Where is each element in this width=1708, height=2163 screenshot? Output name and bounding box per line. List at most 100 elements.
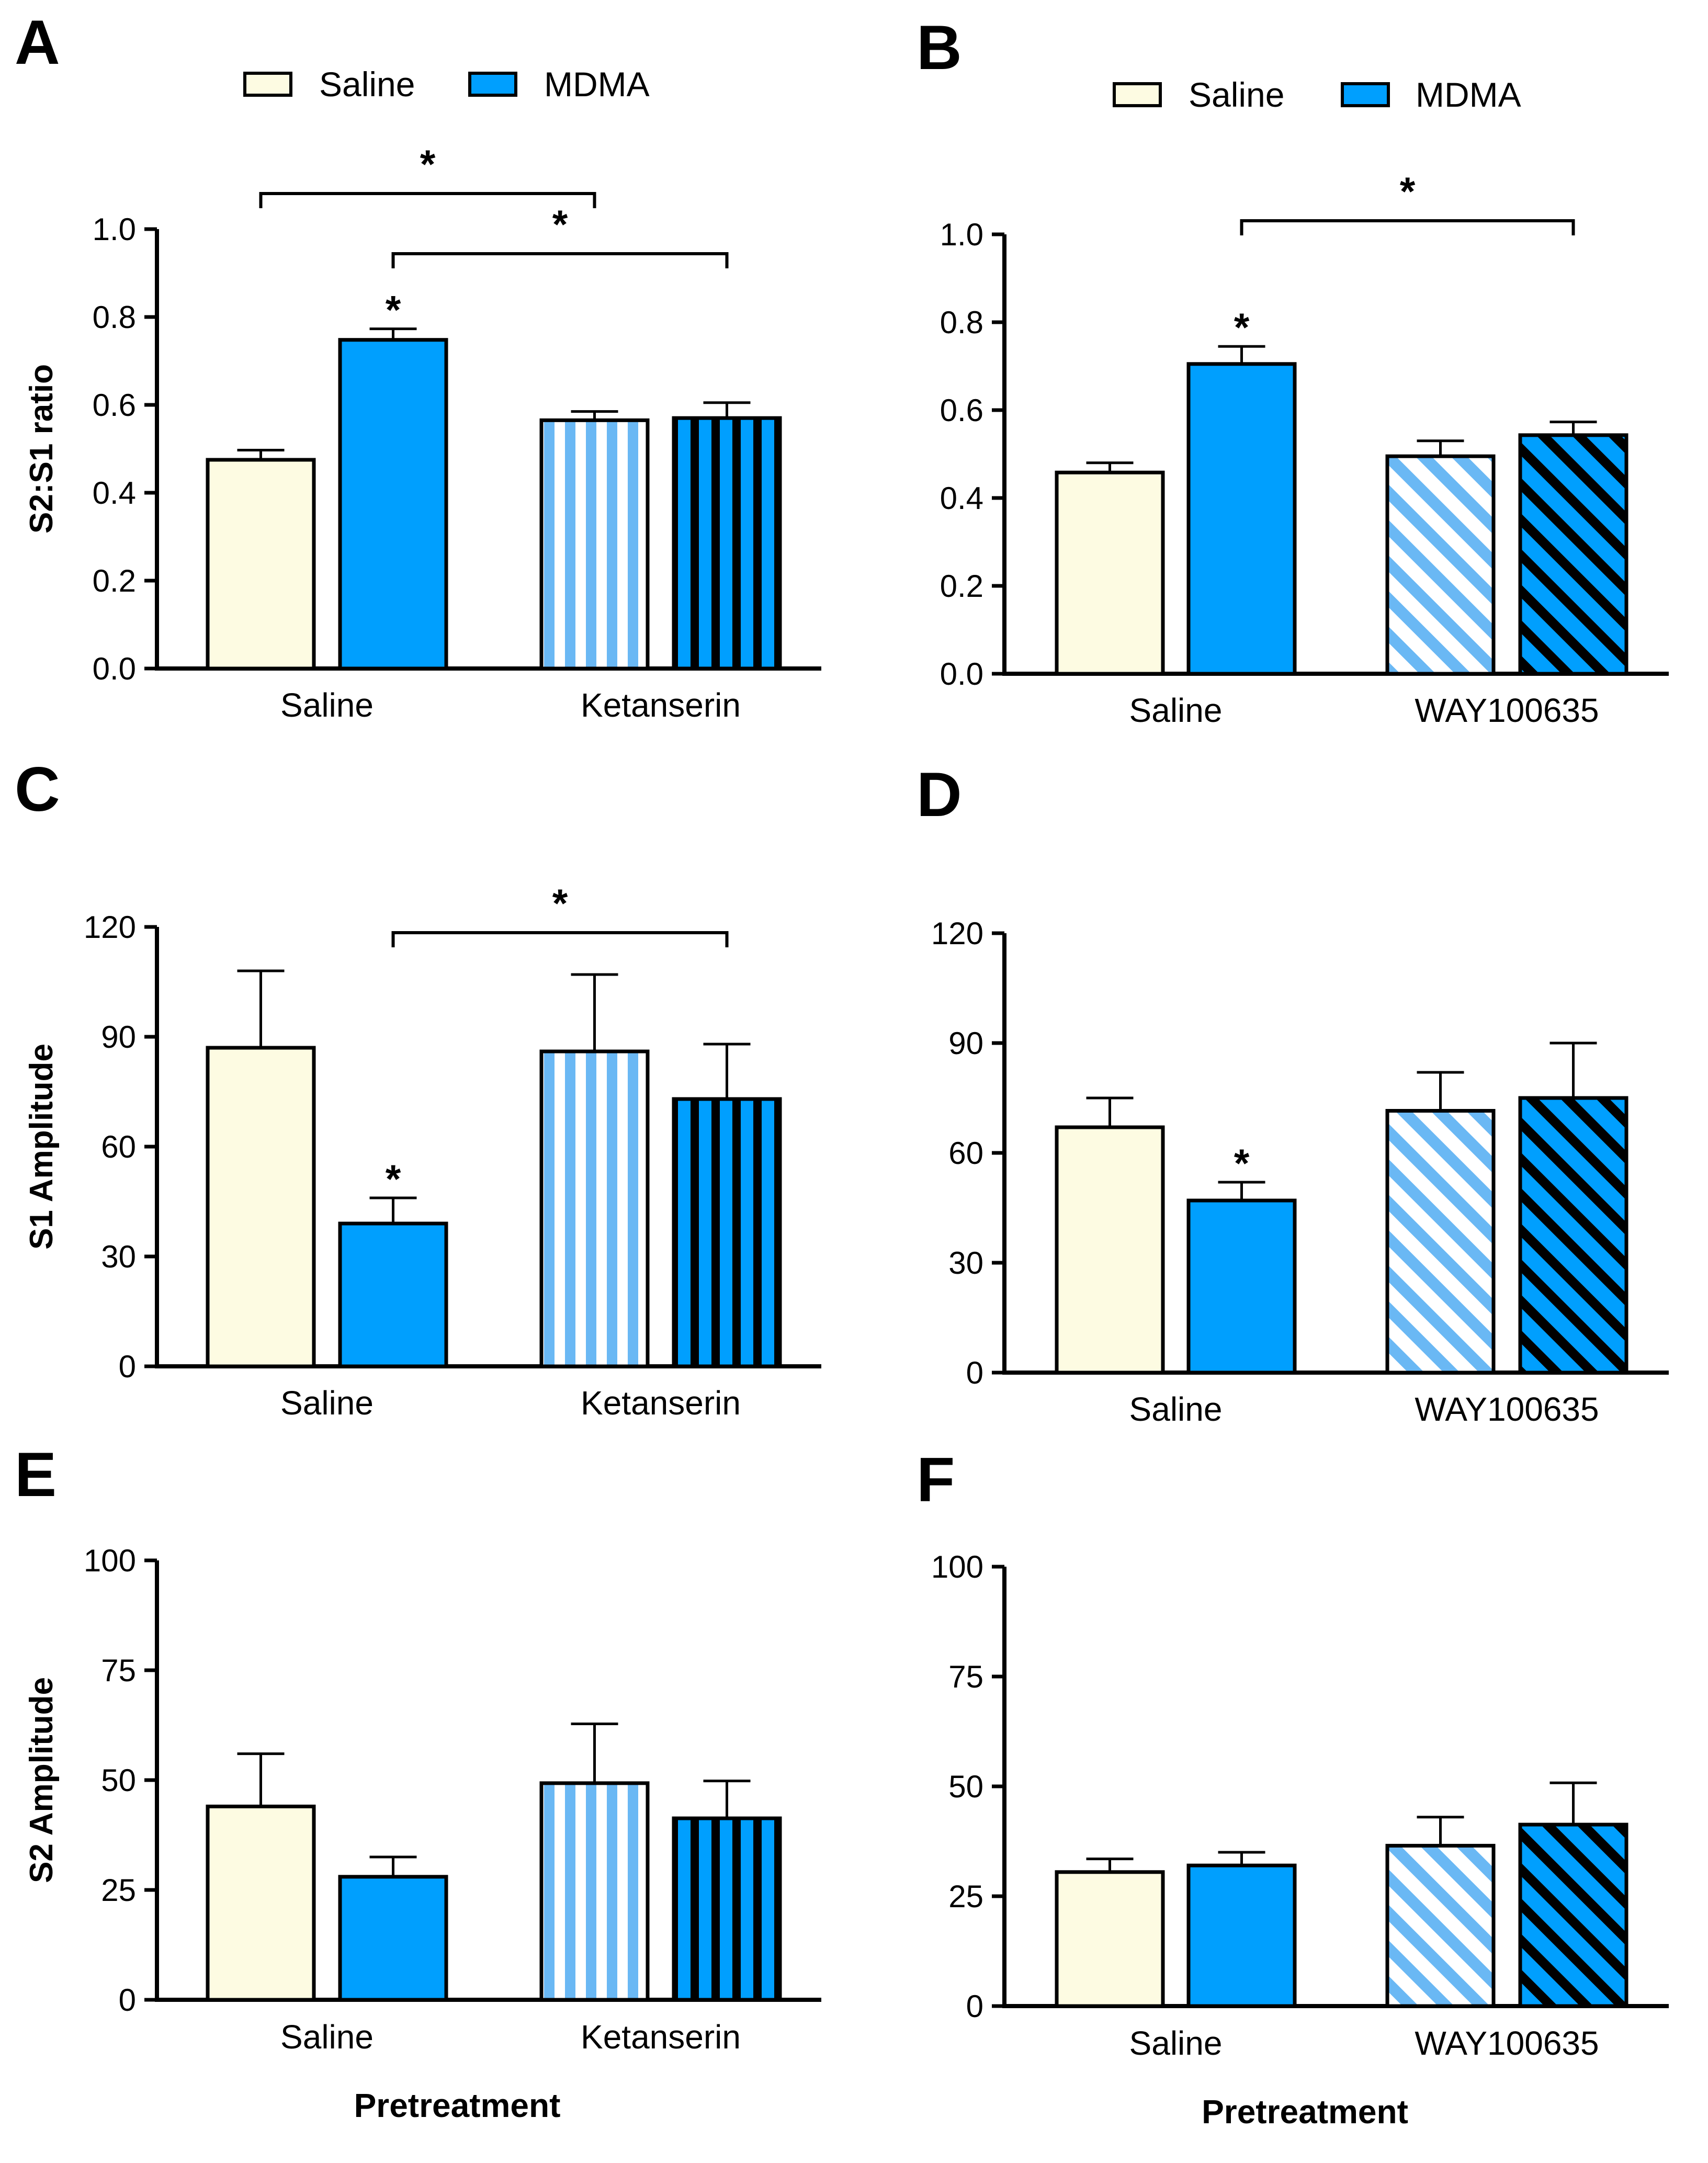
panel-b-category-label: WAY100635 xyxy=(1415,692,1599,729)
panel-d-bar-mdma-saline xyxy=(1189,1201,1295,1373)
panel-b-bar-mdma-way100635 xyxy=(1520,435,1626,674)
panel-f-y-tick-label: 100 xyxy=(931,1549,983,1584)
panel-a-y-tick-label: 0.6 xyxy=(93,388,136,423)
panel-b-y-tick-label: 0.6 xyxy=(940,393,983,428)
panel-b-bar-saline-saline xyxy=(1057,472,1163,674)
panel-b-bar-mdma-saline xyxy=(1189,364,1295,674)
panel-e-bar-saline-ketanserin xyxy=(541,1783,648,2000)
panel-e-y-tick-label: 0 xyxy=(119,1983,136,2018)
panel-a: A 0.0 0.2 0.4 0.6 0.8 1.0 S2:S1 ratio Saline Keta… xyxy=(15,7,821,724)
panel-d-letter: D xyxy=(917,760,962,830)
panel-a-y-tick-label: 0.8 xyxy=(93,300,136,335)
panel-c-bar-mdma-saline xyxy=(340,1224,446,1366)
panel-d-y-tick-label: 90 xyxy=(948,1026,983,1061)
panel-d-significance-star: * xyxy=(1234,1141,1250,1186)
panel-a-y-tick-label: 0.2 xyxy=(93,563,136,598)
panel-c-y-label: S1 Amplitude xyxy=(24,1044,60,1250)
panel-a-y-tick-label: 0.4 xyxy=(93,475,136,511)
panel-a-bar-mdma-ketanserin xyxy=(674,418,780,669)
panel-a-y-label: S2:S1 ratio xyxy=(24,364,60,534)
panel-b-y-tick-label: 0.4 xyxy=(940,481,983,516)
legend-b-saline-swatch xyxy=(1113,82,1162,107)
panel-c-letter: C xyxy=(15,754,60,824)
panel-a-bar-saline-saline xyxy=(208,460,314,669)
panel-a-bracket-star: * xyxy=(552,202,568,247)
panel-f-letter: F xyxy=(917,1445,955,1515)
panel-e-x-label: Pretreatment xyxy=(354,2087,561,2124)
panel-b-y-tick-label: 0.2 xyxy=(940,569,983,604)
legend-a-mdma-label: MDMA xyxy=(544,65,650,104)
legend-b-mdma-swatch xyxy=(1341,82,1390,107)
panel-d-category-label: Saline xyxy=(1129,1390,1223,1428)
panel-b-y-tick-label: 0.8 xyxy=(940,305,983,340)
panel-a-significance-star: * xyxy=(386,288,401,333)
panel-a-significance-bracket xyxy=(391,252,729,268)
panel-c-bracket-star: * xyxy=(552,881,568,926)
panel-d-bar-mdma-way100635 xyxy=(1520,1098,1626,1373)
legend-b-saline-label: Saline xyxy=(1189,75,1284,114)
panel-f-y-tick-label: 25 xyxy=(948,1879,983,1914)
panel-a-category-label: Ketanserin xyxy=(581,686,741,724)
panel-a-bracket-star: * xyxy=(420,142,436,187)
panel-e-category-label: Saline xyxy=(280,2018,374,2056)
panel-e-bar-saline-saline xyxy=(208,1806,314,2000)
panel-c-y-tick-label: 120 xyxy=(84,910,136,945)
panel-c-bar-saline-ketanserin xyxy=(541,1051,648,1366)
panel-f-x-label: Pretreatment xyxy=(1202,2093,1408,2131)
panel-c-y-tick-label: 60 xyxy=(101,1129,136,1164)
panel-a-y-tick-label: 1.0 xyxy=(93,212,136,247)
panel-a-letter: A xyxy=(15,7,60,77)
panel-b-letter: B xyxy=(917,13,962,83)
panel-d-y-tick-label: 120 xyxy=(931,916,983,951)
panel-c-category-label: Saline xyxy=(280,1384,374,1422)
panel-e-y-tick-label: 100 xyxy=(84,1543,136,1578)
panel-f-bar-mdma-way100635 xyxy=(1520,1825,1626,2006)
panel-f-category-label: WAY100635 xyxy=(1415,2024,1599,2062)
panel-c-significance-star: * xyxy=(386,1157,401,1202)
panel-a-category-label: Saline xyxy=(280,686,374,724)
panel-f-bar-mdma-saline xyxy=(1189,1865,1295,2006)
legend-b: Saline MDMA xyxy=(1113,75,1521,114)
panel-f-y-tick-label: 75 xyxy=(948,1659,983,1694)
panel-f-y-tick-label: 0 xyxy=(966,1989,983,2024)
panel-e-category-label: Ketanserin xyxy=(581,2018,741,2056)
panel-a-y-tick-label: 0.0 xyxy=(93,651,136,686)
panel-e-y-tick-label: 75 xyxy=(101,1653,136,1688)
legend-b-mdma-label: MDMA xyxy=(1416,75,1521,114)
panel-b-category-label: Saline xyxy=(1129,692,1223,729)
panel-b-y-tick-label: 1.0 xyxy=(940,217,983,252)
panel-e-bar-mdma-ketanserin xyxy=(674,1818,780,2000)
panel-c-significance-bracket xyxy=(391,931,729,947)
panel-d-bar-saline-way100635 xyxy=(1387,1111,1494,1373)
panel-d-bar-saline-saline xyxy=(1057,1127,1163,1373)
panel-c-y-tick-label: 90 xyxy=(101,1020,136,1055)
panel-b-y-tick-label: 0.0 xyxy=(940,656,983,692)
panel-d-y-tick-label: 0 xyxy=(966,1355,983,1390)
legend-a: Saline MDMA xyxy=(243,65,650,104)
legend-a-mdma-swatch xyxy=(468,72,517,97)
panel-f-category-label: Saline xyxy=(1129,2024,1223,2062)
panel-e-y-label: S2 Amplitude xyxy=(24,1677,60,1883)
panel-d: D 0 30 60 90 120 Saline WAY100635 * xyxy=(917,760,1669,1428)
panel-d-category-label: WAY100635 xyxy=(1415,1390,1599,1428)
panel-e: E 0 25 50 75 100 S2 Amplitude Saline Ketanserin P… xyxy=(15,1440,821,2124)
legend-a-saline-label: Saline xyxy=(319,65,415,104)
panel-c: C 0 30 60 90 120 S1 Amplitude Saline Ketanserin *… xyxy=(15,754,821,1422)
panel-b-bracket-star: * xyxy=(1400,169,1416,214)
panel-b-significance-bracket xyxy=(1240,219,1575,235)
panel-f-bar-saline-saline xyxy=(1057,1872,1163,2006)
panel-c-bar-mdma-ketanserin xyxy=(674,1099,780,1366)
panel-d-y-tick-label: 60 xyxy=(948,1136,983,1171)
panel-c-bar-saline-saline xyxy=(208,1048,314,1366)
panel-a-significance-bracket xyxy=(259,192,596,208)
panel-e-y-tick-label: 50 xyxy=(101,1763,136,1798)
panel-b: B 0.0 0.2 0.4 0.6 0.8 1.0 Saline WAY100635 * * xyxy=(917,13,1669,729)
panel-a-bar-saline-ketanserin xyxy=(541,420,648,669)
legend-a-saline-swatch xyxy=(243,72,292,97)
panel-e-bar-mdma-saline xyxy=(340,1876,446,2000)
panel-f-y-tick-label: 50 xyxy=(948,1769,983,1804)
panel-d-y-tick-label: 30 xyxy=(948,1245,983,1281)
panel-e-y-tick-label: 25 xyxy=(101,1873,136,1908)
